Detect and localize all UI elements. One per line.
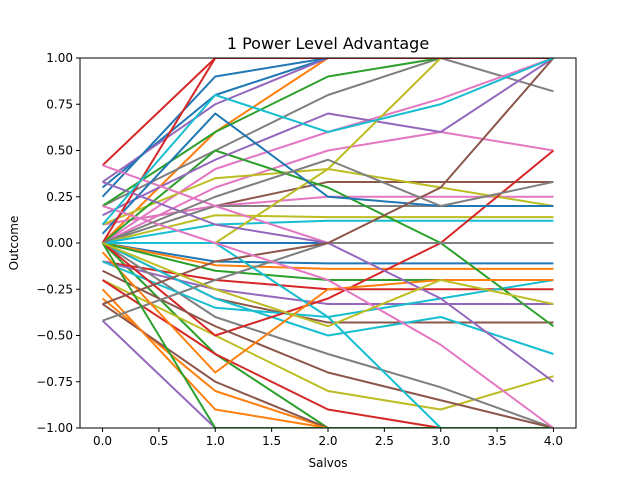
series-line-31 (101, 288, 554, 428)
y-tick-label: 0.75 (46, 97, 73, 111)
x-tick-label: 3.5 (488, 434, 507, 448)
y-tick-label: −1.00 (36, 421, 73, 435)
series-line-21 (101, 297, 554, 428)
series-line-42 (101, 242, 554, 428)
y-axis-label: Outcome (7, 216, 21, 271)
y-tick-label: −0.50 (36, 329, 73, 343)
series-line-24 (101, 58, 554, 183)
series-line-48 (102, 242, 554, 328)
x-tick-label: 0.0 (93, 434, 112, 448)
y-tick-label: −0.75 (36, 375, 73, 389)
series-line-46 (102, 205, 555, 428)
series-line-45 (102, 58, 555, 305)
series-line-11 (102, 242, 554, 270)
series-line-40 (101, 112, 554, 235)
x-tick-label: 3.0 (431, 434, 450, 448)
series-line-10 (102, 242, 554, 265)
x-tick-label: 2.0 (318, 434, 337, 448)
series-line-49 (101, 58, 554, 226)
x-tick-label: 4.0 (544, 434, 563, 448)
y-tick-label: 0.00 (46, 236, 73, 250)
series-line-16 (102, 131, 554, 244)
series-line-22 (102, 58, 554, 207)
x-tick-label: 0.5 (149, 434, 168, 448)
series-line-4 (101, 319, 554, 428)
series-line-17 (102, 58, 554, 207)
x-axis-label: Salvos (309, 456, 348, 470)
series-line-19 (102, 242, 554, 355)
series-line-25 (101, 303, 554, 428)
y-tick-label: 1.00 (46, 51, 73, 65)
series-line-32 (101, 149, 555, 328)
series-line-41 (101, 251, 554, 374)
series-line-39 (102, 242, 554, 428)
series-line-23 (102, 279, 554, 428)
series-line-34 (102, 58, 554, 217)
y-tick-label: 0.25 (46, 190, 73, 204)
x-tick-label: 1.0 (206, 434, 225, 448)
series-line-47 (102, 158, 554, 244)
chart-title: 1 Power Level Advantage (227, 34, 429, 53)
y-tick-label: −0.25 (36, 282, 73, 296)
y-axis: −1.00 −0.75 −0.50 −0.25 0.00 0.25 0.50 0.75 1.00 (36, 51, 80, 435)
series-line-18 (102, 279, 554, 411)
x-axis: 0.0 0.5 1.0 1.5 2.0 2.5 3.0 3.5 4.0 (93, 428, 563, 448)
series-line-3 (101, 58, 554, 167)
series-layer (101, 58, 555, 428)
series-line-20 (101, 58, 554, 189)
series-line-30 (101, 58, 554, 198)
x-tick-label: 2.5 (375, 434, 394, 448)
series-line-8 (102, 214, 554, 244)
series-line-35 (102, 269, 554, 428)
series-line-43 (101, 58, 554, 244)
series-line-33 (101, 149, 555, 337)
y-tick-label: 0.50 (46, 144, 73, 158)
x-tick-label: 1.5 (262, 434, 281, 448)
